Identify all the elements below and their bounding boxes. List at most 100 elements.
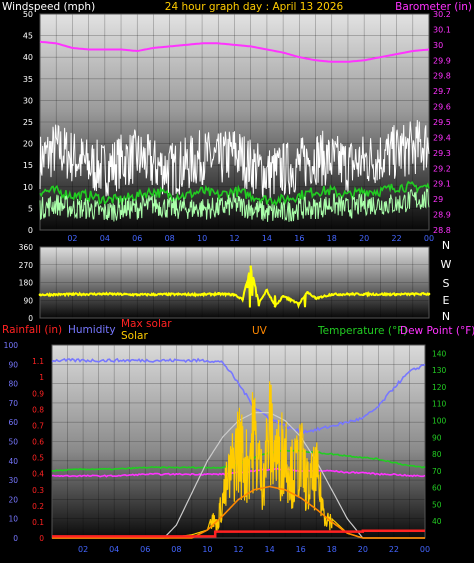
humidity-y-axis: 0 10 20 30 40 50 60 70 80 90 100: [4, 341, 19, 543]
x-tick: 12: [233, 545, 243, 554]
x-tick: 20: [359, 234, 369, 243]
wind-direction-point: [265, 289, 269, 292]
barometer-line: [39, 40, 430, 63]
barometer-y-tick: 28.9: [433, 211, 451, 220]
barometer-y-tick: 28.8: [433, 226, 451, 235]
wind-direction-point: [200, 293, 204, 296]
wind-x-axis: 02 04 06 08 10 12 14 16 18 20 22 00: [67, 234, 434, 243]
x-tick: 00: [420, 545, 430, 554]
rainfall-y-tick: 0.1: [32, 518, 44, 527]
plot-frame: [39, 13, 430, 231]
wind-y-tick: 20: [23, 140, 33, 149]
wind-y-tick: 0: [28, 226, 33, 235]
temperature-y-tick: 130: [432, 366, 447, 375]
humidity-y-tick: 90: [8, 360, 18, 369]
temperature-y-tick: 40: [432, 517, 442, 526]
climate-panel: Rainfall (in) Humidity Max solar Solar U…: [2, 318, 474, 554]
barometer-y-tick: 30.2: [433, 10, 451, 19]
temperature-y-tick: 110: [432, 400, 447, 409]
wind-speed-line: [39, 187, 430, 222]
temperature-y-tick: 80: [432, 450, 442, 459]
humidity-y-tick: 40: [8, 457, 18, 466]
rainfall-y-tick: 0.7: [32, 421, 44, 430]
direction-y-tick: 360: [19, 243, 34, 252]
wind-y-tick: 15: [23, 161, 33, 170]
legend-rainfall: Rainfall (in): [2, 324, 62, 336]
temperature-y-tick: 100: [432, 417, 447, 426]
barometer-y-tick: 29.5: [433, 118, 451, 127]
wind-direction-point: [249, 265, 253, 269]
wind-average-line: [39, 180, 430, 207]
x-tick: 02: [78, 545, 88, 554]
direction-y-axis: 0 90 180 270 360: [19, 243, 34, 323]
x-tick: 06: [140, 545, 150, 554]
humidity-y-tick: 0: [13, 534, 18, 543]
barometer-y-tick: 29.8: [433, 72, 451, 81]
x-tick: 14: [264, 545, 274, 554]
rainfall-y-axis: 0 0.1 0.2 0.3 0.4 0.5 0.6 0.7 0.8 0.9 1 1.1: [32, 357, 44, 543]
legend-humidity: Humidity: [68, 324, 116, 336]
wind-y-tick: 30: [23, 96, 33, 105]
wind-direction-point: [273, 304, 277, 308]
wind-series: [39, 40, 430, 222]
rainfall-y-tick: 0.9: [32, 389, 44, 398]
wind-y-tick: 45: [23, 32, 33, 41]
direction-y-tick: 90: [23, 296, 33, 305]
temperature-y-tick: 120: [432, 383, 447, 392]
humidity-y-tick: 10: [8, 515, 18, 524]
humidity-y-tick: 20: [8, 495, 18, 504]
climate-series: [51, 357, 426, 539]
wind-y-tick: 35: [23, 75, 33, 84]
x-tick: 10: [202, 545, 212, 554]
legend-solar: Solar: [121, 330, 148, 342]
wind-direction-point: [233, 293, 236, 297]
temperature-y-tick: 70: [432, 467, 442, 476]
rainfall-y-tick: 0.8: [32, 405, 44, 414]
x-tick: 04: [100, 234, 110, 243]
rainfall-y-tick: 0.2: [32, 502, 44, 511]
barometer-y-tick: 30: [433, 41, 443, 50]
wind-y-tick: 50: [23, 10, 33, 19]
x-tick: 04: [109, 545, 119, 554]
rainfall-y-tick: 0.5: [32, 454, 44, 463]
x-tick: 22: [389, 545, 399, 554]
legend-temperature: Temperature (°F): [317, 325, 407, 337]
wind-direction-point: [216, 292, 220, 296]
wind-direction-point: [281, 295, 285, 298]
temperature-y-axis: 40 50 60 70 80 90 100 110 120 130 140: [432, 349, 447, 526]
direction-y-tick: 180: [19, 279, 34, 288]
wind-direction-point: [306, 291, 309, 294]
uv-line: [52, 485, 425, 539]
rainfall-y-tick: 0: [39, 534, 44, 543]
barometer-y-tick: 29.7: [433, 87, 451, 96]
compass-e-label: E: [443, 294, 450, 307]
x-tick: 08: [165, 234, 175, 243]
wind-direction-point: [168, 293, 171, 296]
direction-grid: [39, 246, 430, 319]
humidity-y-tick: 60: [8, 418, 18, 427]
compass-n-label: N: [442, 310, 450, 323]
wind-direction-point: [257, 300, 261, 304]
direction-y-tick: 270: [19, 261, 34, 270]
humidity-y-tick: 70: [8, 399, 18, 408]
x-tick: 14: [262, 234, 272, 243]
temperature-y-tick: 140: [432, 349, 447, 358]
humidity-y-tick: 30: [8, 476, 18, 485]
barometer-y-tick: 29.4: [433, 133, 451, 142]
barometer-y-tick: 29.6: [433, 103, 451, 112]
wind-y-tick: 40: [23, 53, 33, 62]
wind-y-tick: 25: [23, 118, 33, 127]
wind-direction-point: [362, 292, 366, 296]
wind-direction-point: [289, 298, 293, 302]
x-tick: 18: [327, 234, 337, 243]
x-tick: 10: [197, 234, 207, 243]
plot-frame: [51, 344, 426, 539]
rainfall-line: [52, 529, 425, 538]
rainfall-y-tick: 0.3: [32, 486, 44, 495]
barometer-y-tick: 29.3: [433, 149, 451, 158]
legend-dew-point: Dew Point (°F): [400, 325, 474, 337]
rainfall-y-tick: 0.6: [32, 438, 44, 447]
direction-y-tick: 0: [28, 314, 33, 323]
